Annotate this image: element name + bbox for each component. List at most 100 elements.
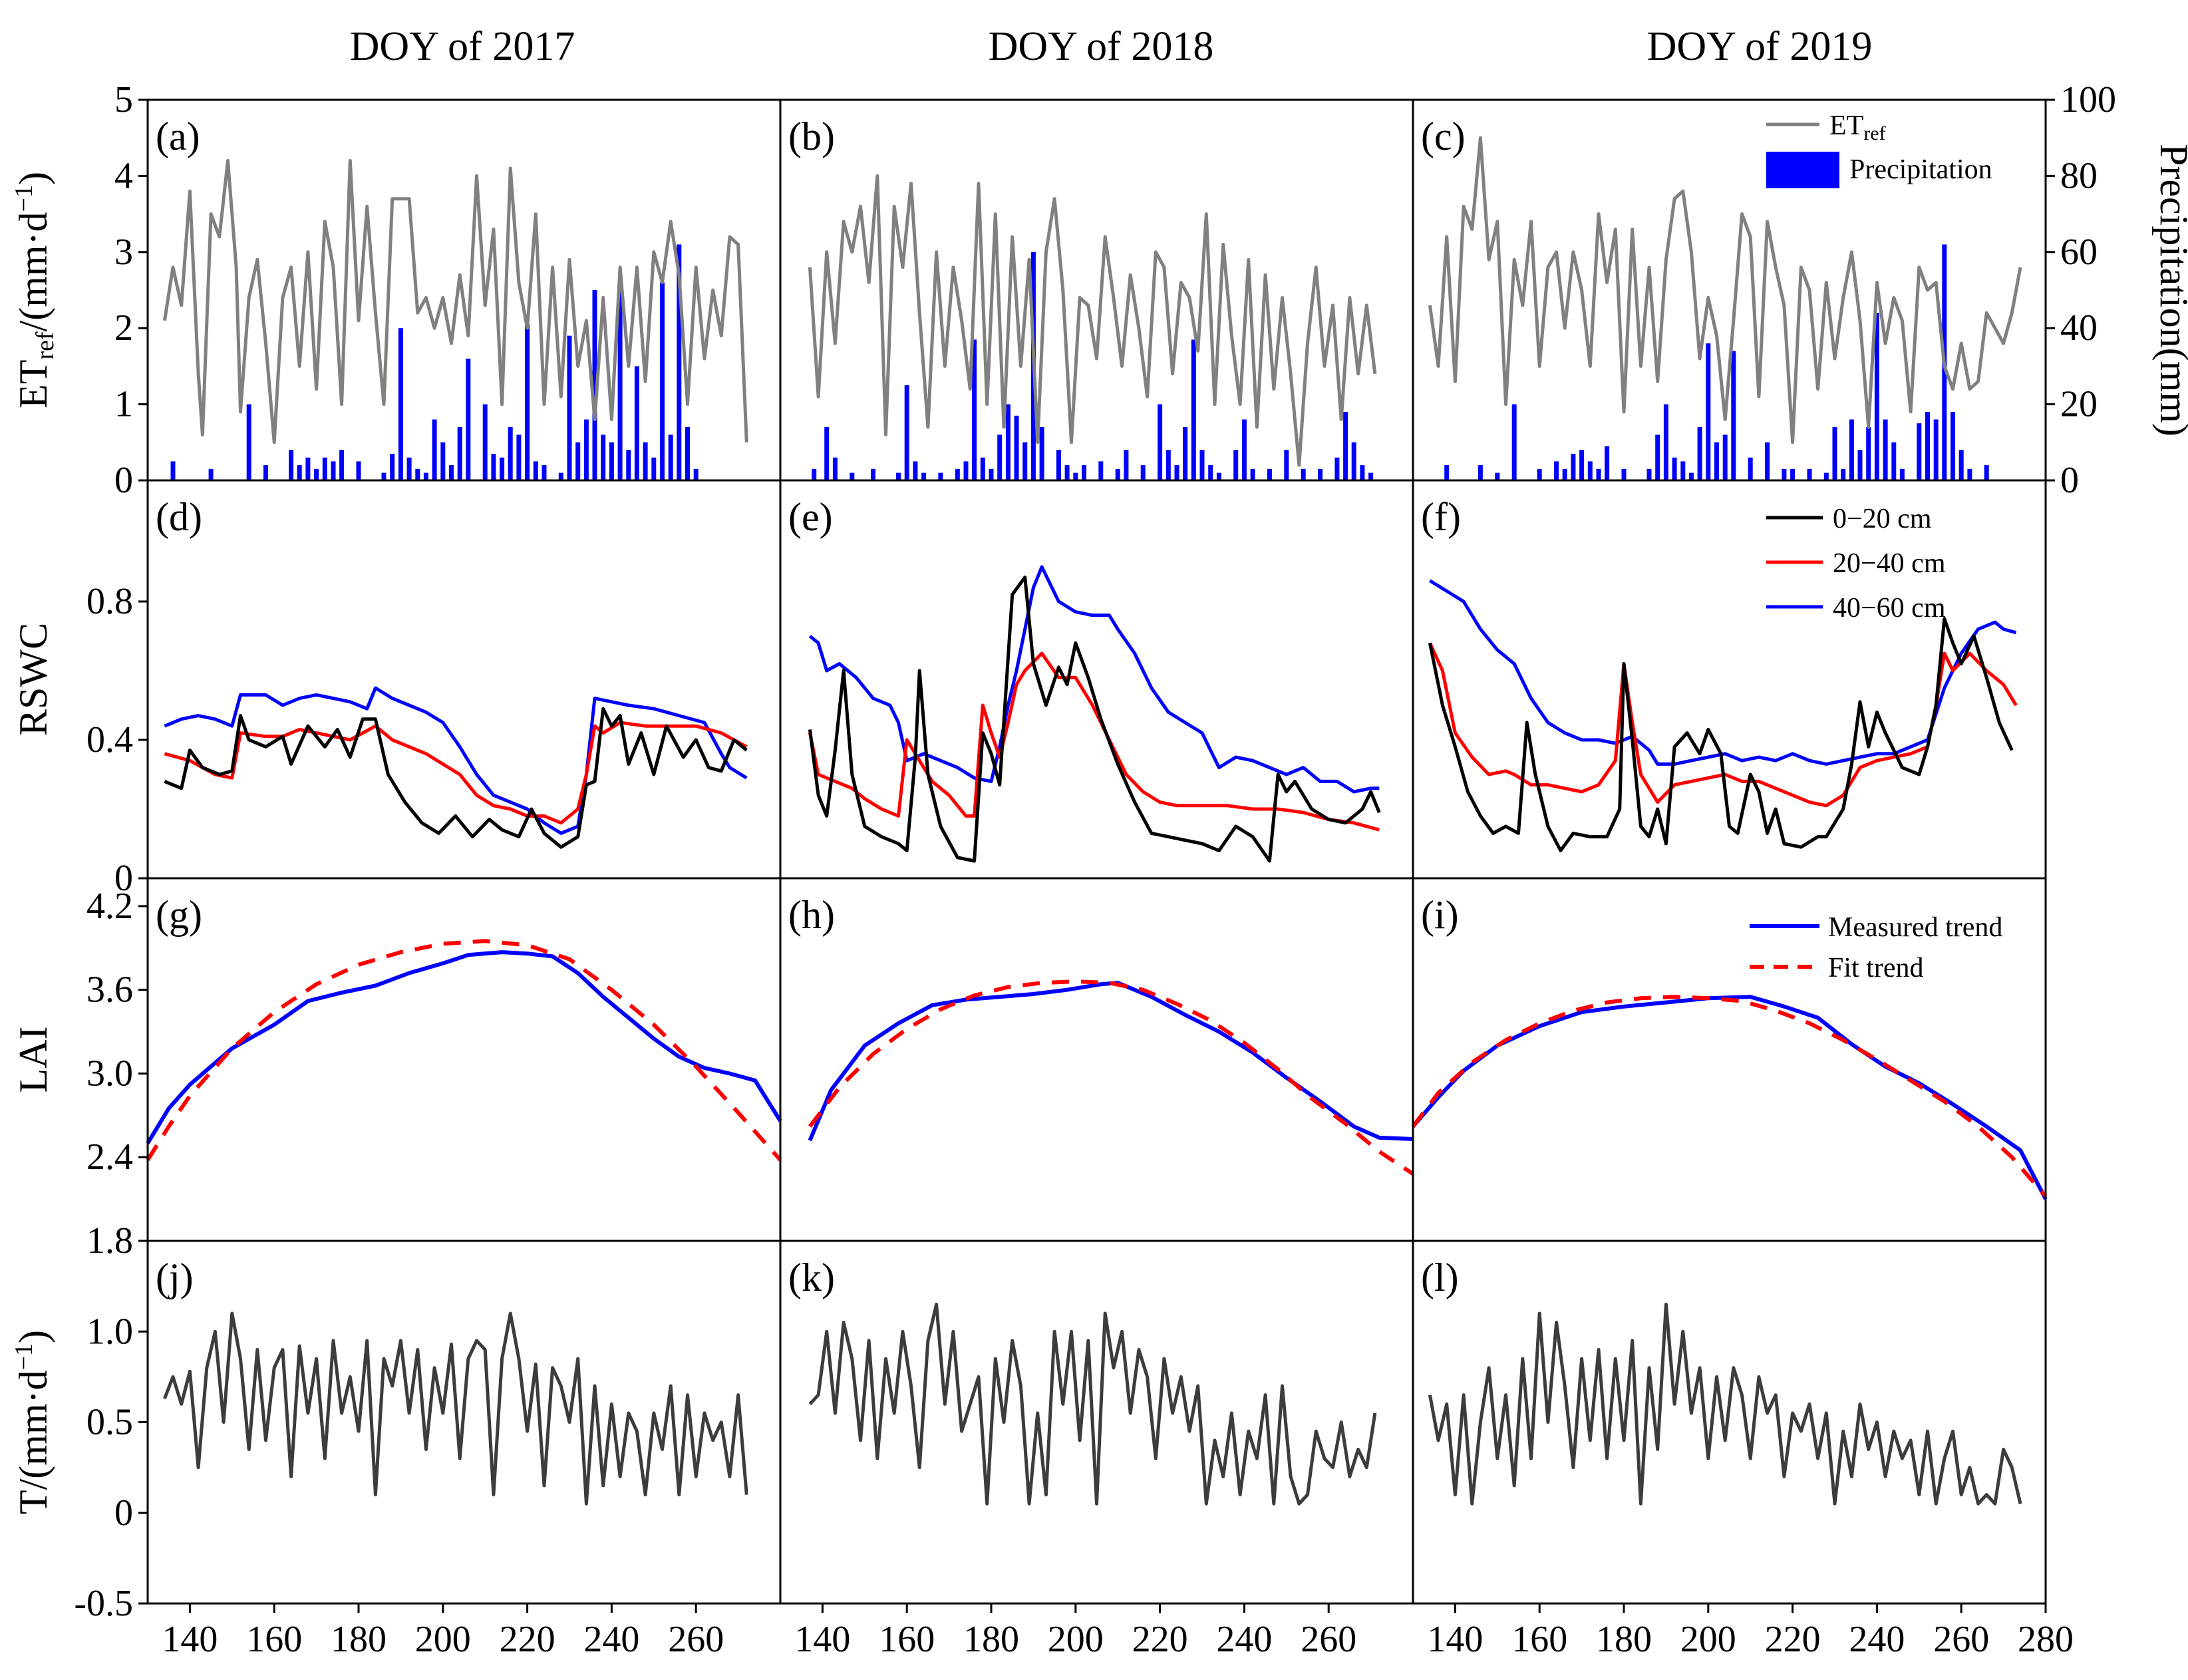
precipitation-bar: [921, 472, 927, 480]
precipitation-bar: [246, 404, 251, 480]
precipitation-bar: [558, 472, 563, 480]
panel-t-0: [163, 1311, 748, 1506]
precipitation-bar: [1782, 468, 1787, 480]
precipitation-bar: [1073, 472, 1078, 480]
precipitation-bar: [1014, 415, 1019, 480]
y-tick-label: 3: [114, 232, 133, 273]
precipitation-bar: [1883, 419, 1888, 480]
precipitation-bar: [609, 442, 614, 480]
x-tick-label: 160: [879, 1619, 935, 1660]
precipitation-bar: [1663, 404, 1668, 480]
precipitation-bar: [1191, 339, 1196, 480]
precipitation-bar: [1722, 434, 1728, 480]
y-tick-label: 5: [114, 79, 133, 120]
precipitation-bar: [963, 461, 969, 480]
precipitation-bar: [1124, 450, 1129, 480]
precipitation-bar: [1360, 465, 1365, 480]
x-tick-label: 220: [500, 1619, 555, 1660]
y-axis-label-main: T/(mm·d: [11, 1370, 55, 1514]
precipitation-bar: [500, 457, 505, 480]
precipitation-bar: [1958, 450, 1964, 480]
panel-et-1: [808, 174, 1377, 480]
precipitation-bar: [1587, 461, 1593, 480]
precipitation-bar: [1368, 472, 1374, 480]
lai-fit-line: [1411, 995, 2048, 1198]
x-tick-label: 180: [331, 1619, 387, 1660]
precipitation-bar: [685, 426, 690, 480]
y-tick-label: 4: [114, 155, 133, 196]
panel-label: (h): [788, 893, 835, 937]
precipitation-bar: [398, 328, 403, 480]
precipitation-bar: [1731, 351, 1736, 480]
precipitation-bar: [263, 465, 268, 480]
precipitation-bar: [415, 468, 420, 480]
precipitation-bar: [297, 465, 302, 480]
precipitation-bar: [1697, 426, 1702, 480]
precipitation-bar: [1495, 472, 1500, 480]
precipitation-bar: [508, 426, 513, 480]
precipitation-bar: [1005, 404, 1011, 480]
precipitation-bar: [1343, 412, 1348, 480]
y-axis-label: T/(mm·d−1): [10, 1330, 55, 1514]
rswc-0-20-line: [1428, 617, 2014, 852]
rswc-20-40-line: [164, 721, 748, 825]
panel-rswc-2: [1428, 579, 2018, 852]
precipitation-bar: [896, 472, 901, 480]
precipitation-bar: [1241, 419, 1247, 480]
precipitation-bar: [1158, 404, 1163, 480]
precipitation-bar: [567, 335, 572, 480]
x-tick-label: 220: [1132, 1619, 1188, 1660]
y-tick-label: 2: [114, 307, 133, 349]
precipitation-bar: [423, 472, 428, 480]
precipitation-bar: [592, 290, 597, 480]
x-tick-label: 240: [1849, 1619, 1905, 1660]
panel-label: (d): [156, 495, 202, 539]
panel-lai-1: [808, 979, 1414, 1176]
precipitation-bar: [1680, 461, 1686, 480]
x-tick-label: 180: [1596, 1619, 1652, 1660]
precipitation-bar: [1621, 468, 1627, 480]
precipitation-bar: [1605, 446, 1610, 480]
y-axis-label-text: LAI: [11, 1027, 55, 1093]
x-tick-label: 240: [583, 1619, 639, 1660]
precipitation-bar: [542, 465, 547, 480]
precipitation-bar: [1832, 426, 1837, 480]
panel-label: (c): [1421, 114, 1466, 158]
precipitation-bar: [1284, 450, 1289, 480]
x-tick-label: 200: [1680, 1619, 1736, 1660]
precipitation-bar: [533, 461, 538, 480]
panel-t-1: [808, 1302, 1377, 1506]
panel-frames: [146, 98, 2047, 1605]
precipitation-bar: [356, 461, 361, 480]
precipitation-bar: [1318, 468, 1323, 480]
legend-label-et-ref: ETref: [1829, 110, 1886, 144]
precipitation-bar: [516, 434, 522, 480]
precipitation-bar: [989, 468, 994, 480]
precipitation-bar: [1891, 442, 1897, 480]
precipitation-bar: [1790, 468, 1796, 480]
panel-rswc-0: [164, 686, 748, 849]
precipitation-bar: [832, 457, 838, 480]
x-tick-label: 260: [1301, 1619, 1356, 1660]
precipitation-bar: [1199, 450, 1205, 480]
precipitation-bar: [208, 468, 214, 480]
x-tick-label: 140: [1427, 1619, 1483, 1660]
column-title: DOY of 2018: [989, 24, 1214, 69]
precipitation-bar: [575, 442, 581, 480]
precipitation-bar: [1039, 426, 1044, 480]
precipitation-bar: [1571, 454, 1576, 480]
x-tick-label: 140: [162, 1619, 218, 1660]
precipitation-bar: [1841, 468, 1846, 480]
precipitation-bar: [339, 450, 345, 480]
precipitation-bar: [1866, 426, 1871, 480]
rswc-0-20-line: [164, 707, 748, 849]
precipitation-bar: [1951, 412, 1955, 480]
t-line: [1428, 1302, 2022, 1506]
precipitation-bar: [1166, 450, 1171, 480]
precipitation-bar: [1351, 442, 1356, 480]
precipitation-bar: [677, 244, 682, 480]
legends: ETref Precipitation 0−20 cm 20−40 cm 40−60 c…: [1750, 110, 2002, 983]
precipitation-bar: [1899, 468, 1905, 480]
precipitation-bar: [980, 457, 985, 480]
precipitation-bar: [955, 468, 960, 480]
